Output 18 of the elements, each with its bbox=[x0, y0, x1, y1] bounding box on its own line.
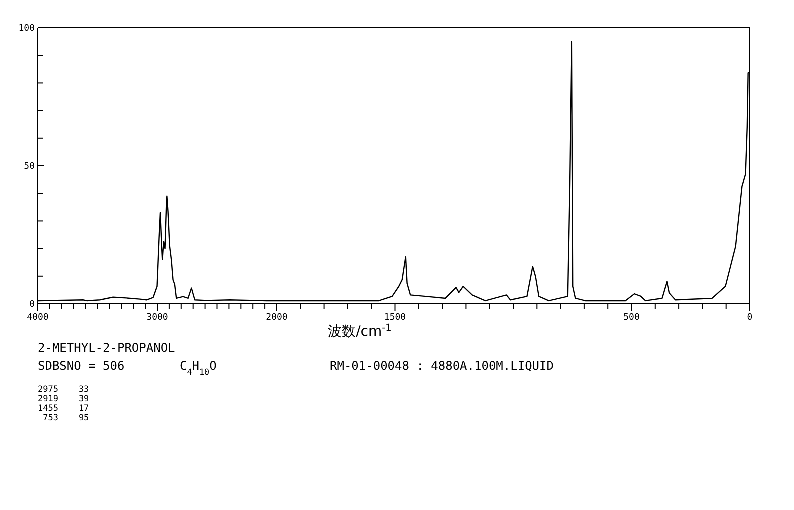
x-tick-label: 3000 bbox=[146, 313, 168, 323]
text: SDBSNO = 506 bbox=[38, 359, 125, 373]
text: 753 95 bbox=[38, 414, 90, 424]
y-tick-label: 0 bbox=[30, 300, 35, 310]
text: 1455 17 bbox=[38, 404, 90, 414]
x-tick-label: 1500 bbox=[384, 313, 406, 323]
x-tick-label: 4000 bbox=[27, 313, 49, 323]
y-tick-label: 50 bbox=[24, 162, 35, 172]
x-tick-label: 500 bbox=[624, 313, 640, 323]
text: RM-01-00048 : 4880A.100M.LIQUID bbox=[330, 359, 554, 373]
x-axis-title: 波数/cm$^{-1}$ bbox=[328, 322, 392, 340]
x-tick-label: 2000 bbox=[266, 313, 288, 323]
text: 2975 33 bbox=[38, 385, 90, 395]
x-tick-label: 0 bbox=[747, 313, 753, 323]
text: 2919 39 bbox=[38, 394, 90, 404]
y-tick-label: 100 bbox=[18, 24, 35, 34]
text: 2-METHYL-2-PROPANOL bbox=[38, 341, 176, 355]
text: C$_{4}$H$_{10}$O bbox=[180, 359, 217, 377]
